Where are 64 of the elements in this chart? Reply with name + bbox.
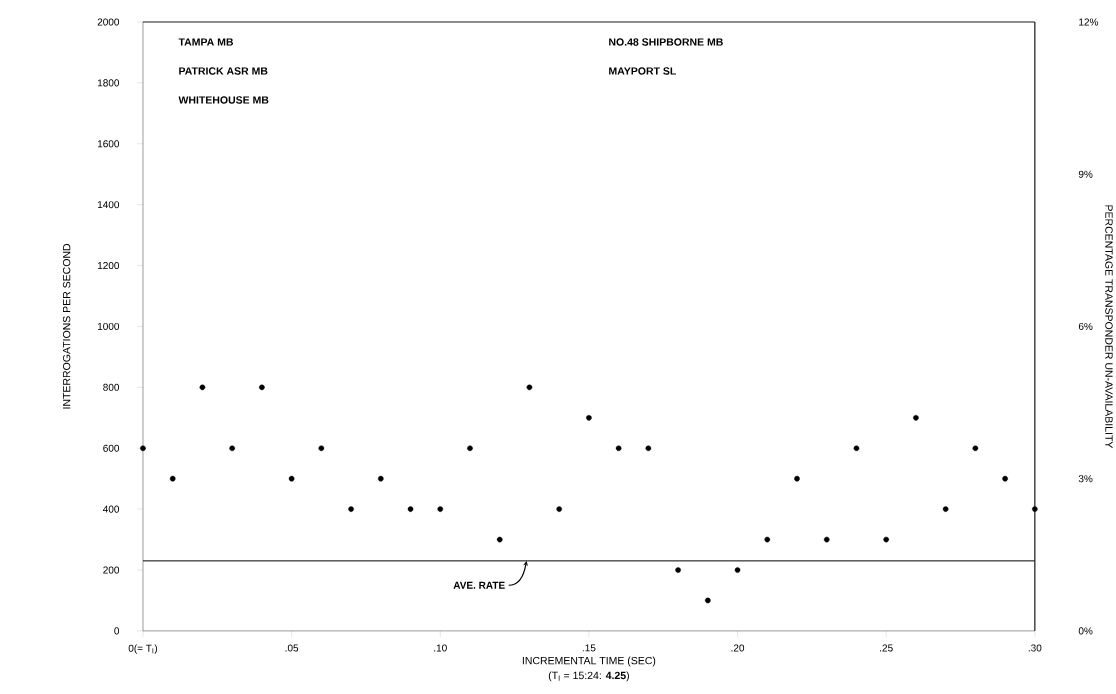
point	[675, 567, 681, 573]
x-tick-label: .15	[582, 644, 596, 652]
point	[1032, 506, 1038, 512]
text: (T$_{I}$ = 15:24: 4.25)	[548, 671, 629, 682]
y-tick-label: 2000	[97, 18, 120, 26]
y2-tick-label: 9%	[1078, 170, 1093, 178]
point	[259, 384, 265, 391]
y2-tick-label: 3%	[1078, 475, 1093, 483]
y2-axis-title: PERCENTAGE TRANSPONDER UN-AVAILABILITY	[1105, 205, 1113, 449]
y-tick-label: 800	[103, 383, 120, 391]
x-tick-label: .05	[285, 644, 299, 652]
y2-tick-label: 0%	[1078, 627, 1093, 635]
y-tick-label: 1600	[97, 140, 120, 148]
point	[942, 506, 949, 512]
point	[883, 536, 889, 543]
point	[378, 475, 384, 482]
point	[556, 506, 562, 512]
annotation: WHITEHOUSE MB	[178, 96, 269, 104]
point	[705, 597, 711, 604]
point	[348, 506, 354, 512]
y2-tick-label: 6%	[1078, 322, 1093, 331]
point	[794, 475, 800, 482]
point	[169, 475, 176, 482]
y-axis-title: INTERROGATIONS PER SECOND	[62, 243, 71, 409]
annotation: TAMPA MB	[178, 38, 234, 46]
x-tick-label: .20	[731, 644, 745, 652]
x-axis-title: INCREMENTAL TIME (SEC)	[522, 656, 656, 667]
point	[229, 445, 235, 452]
y-tick-label: 0	[114, 627, 120, 635]
point	[288, 475, 295, 482]
point	[437, 506, 444, 512]
point	[407, 506, 414, 512]
point	[467, 445, 473, 452]
x-tick-label: .25	[880, 644, 893, 652]
point	[853, 445, 860, 452]
annotation: MAYPORT SL	[609, 67, 676, 75]
point	[615, 445, 622, 452]
y-tick-label: 600	[103, 444, 120, 452]
point	[199, 384, 206, 391]
point	[496, 536, 503, 543]
x-tick-label: .30	[1028, 644, 1042, 652]
y-tick-label: 400	[103, 505, 120, 513]
y-tick-label: 1200	[97, 262, 120, 270]
point	[823, 536, 830, 543]
point	[526, 384, 533, 391]
point	[1002, 475, 1008, 482]
point	[764, 536, 771, 543]
y-tick-label: 1800	[97, 79, 120, 87]
point	[972, 445, 979, 452]
y2-tick-label: 12%	[1079, 18, 1099, 26]
y-tick-label: 200	[103, 566, 120, 574]
x-tick-label: .10	[434, 644, 447, 652]
point	[734, 567, 741, 573]
y-tick-label: 1000	[97, 322, 120, 331]
point	[586, 415, 592, 421]
annotation: NO.48 SHIPBORNE MB	[609, 38, 723, 46]
point	[318, 445, 325, 452]
point	[913, 415, 919, 421]
point	[140, 445, 146, 452]
y-tick-label: 1400	[97, 201, 120, 209]
x-tick-label: 0(= T$_{I}$)	[128, 644, 158, 654]
ref-line-label: AVE. RATE	[453, 581, 505, 589]
annotation: PATRICK ASR MB	[179, 67, 268, 75]
point	[645, 445, 652, 452]
